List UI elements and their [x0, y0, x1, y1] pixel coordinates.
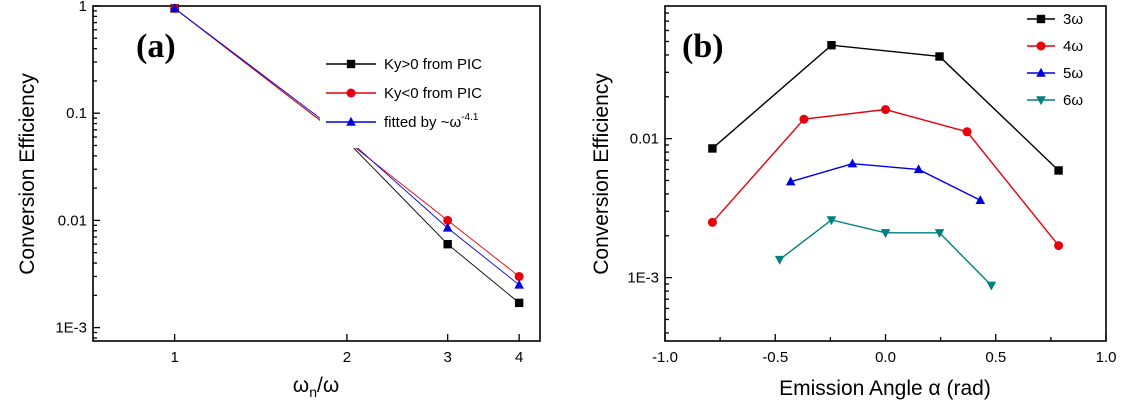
panel-b-plot-frame: [665, 6, 1106, 341]
panel-a-xlabel-omega: ω: [293, 374, 309, 397]
panel-b-data-point: [881, 105, 890, 114]
panel-b-series-line-2: [712, 110, 1058, 246]
panel-b-x-tick-label: 0.0: [875, 349, 896, 366]
panel-b-legend-marker: [1037, 15, 1045, 23]
panel-b-data-point: [987, 282, 997, 291]
panel-b-y-tick-label: 1E-3: [627, 270, 659, 287]
panel-b-data-point: [963, 127, 972, 136]
panel-b-x-tick-label: 0.5: [985, 349, 1006, 366]
panel-a-legend-label: Ky<0 from PIC: [384, 85, 482, 102]
panel-b-data-point: [799, 115, 808, 124]
panel-b-legend-label: 3ω: [1063, 11, 1083, 28]
panel-b: -1.0 -0.5 0.0 0.5 1.0 0.01 1E-3 (b) Conversion…: [590, 6, 1116, 400]
panel-b-data-point: [976, 195, 986, 204]
panel-a-legend-label: Ky>0 from PIC: [384, 56, 482, 73]
panel-b-legend: 3ω 4ω 5ω 6ω: [1027, 11, 1083, 109]
panel-a-xlabel-rest: /ω: [317, 374, 339, 397]
panel-a-x-tick-label: 3: [443, 349, 451, 366]
panel-a-x-tick-label: 1: [170, 349, 178, 366]
panel-a-y-tick-label: 0.01: [58, 212, 87, 229]
panel-b-series: [708, 41, 1063, 291]
panel-b-legend-marker: [1036, 68, 1046, 77]
panel-b-ylabel: Conversion Efficiency: [590, 73, 613, 275]
panel-a-x-tick-label: 4: [515, 349, 523, 366]
panel-b-ticks: -1.0 -0.5 0.0 0.5 1.0 0.01 1E-3: [627, 13, 1116, 366]
panel-a-xlabel: ωn/ω: [293, 374, 339, 400]
panel-b-data-point: [848, 159, 858, 168]
panel-a-xlabel-sub: n: [309, 384, 317, 400]
panel-b-data-point: [708, 144, 716, 152]
panel-a-y-tick-label: 1: [79, 0, 87, 15]
panel-b-legend-label: 4ω: [1063, 38, 1083, 55]
panel-b-data-point: [1054, 166, 1062, 174]
panel-b-y-tick-label: 0.01: [630, 131, 659, 148]
panel-b-data-point: [775, 256, 785, 265]
panel-b-x-tick-label: -0.5: [762, 349, 788, 366]
panel-b-data-point: [827, 41, 835, 49]
panel-b-x-tick-label: -1.0: [652, 349, 678, 366]
panel-b-legend-marker: [1037, 42, 1046, 51]
panel-b-data-point: [1054, 241, 1063, 250]
panel-a-data-point: [515, 299, 523, 307]
panel-a-label: (a): [136, 28, 176, 65]
panel-a-legend-label-sup: -4.1: [461, 112, 479, 123]
panel-a: 1 2 3 4 1 0.1 0.01 1E-3 (a) Conversion Efficien…: [16, 0, 540, 400]
panel-b-xlabel: Emission Angle α (rad): [779, 377, 991, 400]
panel-a-data-point: [515, 272, 524, 281]
panel-a-legend-marker: [347, 60, 355, 68]
panel-b-legend-label: 6ω: [1063, 92, 1083, 109]
panel-a-ylabel: Conversion Efficiency: [16, 73, 39, 275]
panel-b-label: (b): [682, 28, 724, 65]
panel-b-legend-marker: [1036, 96, 1046, 105]
panel-b-data-point: [935, 52, 943, 60]
panel-a-data-point: [514, 280, 524, 289]
panel-b-legend-label: 5ω: [1063, 65, 1083, 82]
panel-b-x-tick-label: 1.0: [1096, 349, 1117, 366]
panel-b-series-line-3: [791, 164, 981, 201]
panel-a-x-tick-label: 2: [343, 349, 351, 366]
panel-a-data-point: [443, 223, 453, 232]
panel-a-y-tick-label: 1E-3: [55, 320, 87, 337]
panel-b-data-point: [881, 229, 891, 238]
panel-b-data-point: [708, 218, 717, 227]
panel-a-legend-marker: [347, 89, 356, 98]
panel-a-y-tick-label: 0.1: [66, 105, 87, 122]
panel-a-data-point: [443, 240, 451, 248]
